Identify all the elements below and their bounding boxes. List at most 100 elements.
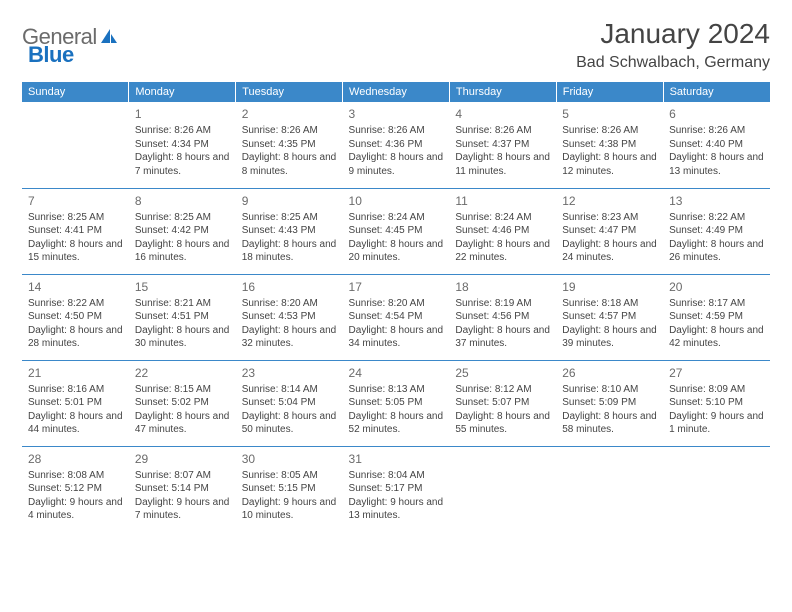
sunrise-text: Sunrise: 8:24 AM [349, 211, 444, 225]
sunrise-text: Sunrise: 8:21 AM [135, 297, 230, 311]
daylight-text: Daylight: 8 hours and 9 minutes. [349, 151, 444, 178]
sunset-text: Sunset: 4:47 PM [562, 224, 657, 238]
logo-blue-wrap: Blue [30, 42, 74, 68]
sunrise-text: Sunrise: 8:16 AM [28, 383, 123, 397]
daylight-text: Daylight: 8 hours and 47 minutes. [135, 410, 230, 437]
sunset-text: Sunset: 5:02 PM [135, 396, 230, 410]
day-number: 24 [349, 365, 444, 381]
day-number: 29 [135, 451, 230, 467]
day-number: 26 [562, 365, 657, 381]
calendar-cell: 19Sunrise: 8:18 AMSunset: 4:57 PMDayligh… [556, 274, 663, 360]
sunset-text: Sunset: 5:05 PM [349, 396, 444, 410]
daylight-text: Daylight: 8 hours and 16 minutes. [135, 238, 230, 265]
calendar-cell: 6Sunrise: 8:26 AMSunset: 4:40 PMDaylight… [663, 102, 770, 188]
sunset-text: Sunset: 4:43 PM [242, 224, 337, 238]
sunset-text: Sunset: 4:59 PM [669, 310, 764, 324]
weekday-header: Thursday [449, 82, 556, 102]
daylight-text: Daylight: 8 hours and 12 minutes. [562, 151, 657, 178]
sunset-text: Sunset: 4:35 PM [242, 138, 337, 152]
month-title: January 2024 [576, 18, 770, 50]
calendar-cell: 20Sunrise: 8:17 AMSunset: 4:59 PMDayligh… [663, 274, 770, 360]
sunset-text: Sunset: 5:04 PM [242, 396, 337, 410]
sunset-text: Sunset: 4:41 PM [28, 224, 123, 238]
sunset-text: Sunset: 4:45 PM [349, 224, 444, 238]
sunrise-text: Sunrise: 8:25 AM [242, 211, 337, 225]
calendar-cell: 23Sunrise: 8:14 AMSunset: 5:04 PMDayligh… [236, 360, 343, 446]
sunrise-text: Sunrise: 8:22 AM [28, 297, 123, 311]
calendar-body: 1Sunrise: 8:26 AMSunset: 4:34 PMDaylight… [22, 102, 770, 532]
sunrise-text: Sunrise: 8:26 AM [135, 124, 230, 138]
day-number: 13 [669, 193, 764, 209]
sunset-text: Sunset: 4:34 PM [135, 138, 230, 152]
calendar-cell: 12Sunrise: 8:23 AMSunset: 4:47 PMDayligh… [556, 188, 663, 274]
calendar-cell: 27Sunrise: 8:09 AMSunset: 5:10 PMDayligh… [663, 360, 770, 446]
sunrise-text: Sunrise: 8:20 AM [349, 297, 444, 311]
calendar-cell: 22Sunrise: 8:15 AMSunset: 5:02 PMDayligh… [129, 360, 236, 446]
day-number: 20 [669, 279, 764, 295]
daylight-text: Daylight: 8 hours and 50 minutes. [242, 410, 337, 437]
sunrise-text: Sunrise: 8:17 AM [669, 297, 764, 311]
sunrise-text: Sunrise: 8:22 AM [669, 211, 764, 225]
sunrise-text: Sunrise: 8:25 AM [135, 211, 230, 225]
sunrise-text: Sunrise: 8:26 AM [349, 124, 444, 138]
daylight-text: Daylight: 8 hours and 13 minutes. [669, 151, 764, 178]
sunrise-text: Sunrise: 8:25 AM [28, 211, 123, 225]
calendar-cell: 25Sunrise: 8:12 AMSunset: 5:07 PMDayligh… [449, 360, 556, 446]
calendar-cell: 1 Sunrise: 8:26 AMSunset: 4:34 PMDaylight… [129, 102, 236, 188]
day-number: 14 [28, 279, 123, 295]
calendar-cell: 8Sunrise: 8:25 AMSunset: 4:42 PMDaylight… [129, 188, 236, 274]
sunrise-text: Sunrise: 8:19 AM [455, 297, 550, 311]
calendar-cell: 15Sunrise: 8:21 AMSunset: 4:51 PMDayligh… [129, 274, 236, 360]
day-number: 5 [562, 106, 657, 122]
day-number: 15 [135, 279, 230, 295]
sunrise-text: Sunrise: 8:15 AM [135, 383, 230, 397]
calendar-cell: 31Sunrise: 8:04 AMSunset: 5:17 PMDayligh… [343, 446, 450, 532]
sunset-text: Sunset: 4:53 PM [242, 310, 337, 324]
daylight-text: Daylight: 8 hours and 8 minutes. [242, 151, 337, 178]
weekday-header: Friday [556, 82, 663, 102]
day-number: 10 [349, 193, 444, 209]
daylight-text: Daylight: 8 hours and 32 minutes. [242, 324, 337, 351]
sunset-text: Sunset: 4:49 PM [669, 224, 764, 238]
logo-text-blue: Blue [28, 42, 74, 67]
sunrise-text: Sunrise: 8:26 AM [562, 124, 657, 138]
calendar-cell: 17Sunrise: 8:20 AMSunset: 4:54 PMDayligh… [343, 274, 450, 360]
sunset-text: Sunset: 5:07 PM [455, 396, 550, 410]
daylight-text: Daylight: 8 hours and 20 minutes. [349, 238, 444, 265]
calendar-row: 28Sunrise: 8:08 AMSunset: 5:12 PMDayligh… [22, 446, 770, 532]
sunrise-text: Sunrise: 8:20 AM [242, 297, 337, 311]
calendar-row: 7Sunrise: 8:25 AMSunset: 4:41 PMDaylight… [22, 188, 770, 274]
weekday-header: Sunday [22, 82, 129, 102]
calendar-cell: 4Sunrise: 8:26 AMSunset: 4:37 PMDaylight… [449, 102, 556, 188]
day-number: 31 [349, 451, 444, 467]
daylight-text: Daylight: 8 hours and 58 minutes. [562, 410, 657, 437]
sunset-text: Sunset: 5:15 PM [242, 482, 337, 496]
sunrise-text: Sunrise: 8:14 AM [242, 383, 337, 397]
daylight-text: Daylight: 8 hours and 7 minutes. [135, 151, 230, 178]
day-number: 12 [562, 193, 657, 209]
sunrise-text: Sunrise: 8:10 AM [562, 383, 657, 397]
day-number: 1 [135, 106, 230, 122]
sunrise-text: Sunrise: 8:05 AM [242, 469, 337, 483]
header: General January 2024 Bad Schwalbach, Ger… [22, 18, 770, 72]
calendar-row: 14 Sunrise: 8:22 AMSunset: 4:50 PM Dayligh… [22, 274, 770, 360]
sunset-text: Sunset: 5:01 PM [28, 396, 123, 410]
daylight-text: Daylight: 8 hours and 24 minutes. [562, 238, 657, 265]
sunrise-text: Sunrise: 8:08 AM [28, 469, 123, 483]
calendar-cell [22, 102, 129, 188]
day-number: 16 [242, 279, 337, 295]
calendar-cell: 24Sunrise: 8:13 AMSunset: 5:05 PMDayligh… [343, 360, 450, 446]
sunset-text: Sunset: 4:50 PM [28, 310, 123, 324]
calendar-cell: 14Sunrise: 8:22 AMSunset: 4:50 PMDayligh… [22, 274, 129, 360]
daylight-text: Daylight: 8 hours and 52 minutes. [349, 410, 444, 437]
sunrise-text: Sunrise: 8:24 AM [455, 211, 550, 225]
day-number: 28 [28, 451, 123, 467]
daylight-text: Daylight: 9 hours and 10 minutes. [242, 496, 337, 523]
day-number: 8 [135, 193, 230, 209]
sunset-text: Sunset: 4:46 PM [455, 224, 550, 238]
calendar-cell: 5Sunrise: 8:26 AMSunset: 4:38 PMDaylight… [556, 102, 663, 188]
sunrise-text: Sunrise: 8:26 AM [455, 124, 550, 138]
daylight-text: Daylight: 9 hours and 13 minutes. [349, 496, 444, 523]
day-number: 27 [669, 365, 764, 381]
daylight-text: Daylight: 8 hours and 44 minutes. [28, 410, 123, 437]
